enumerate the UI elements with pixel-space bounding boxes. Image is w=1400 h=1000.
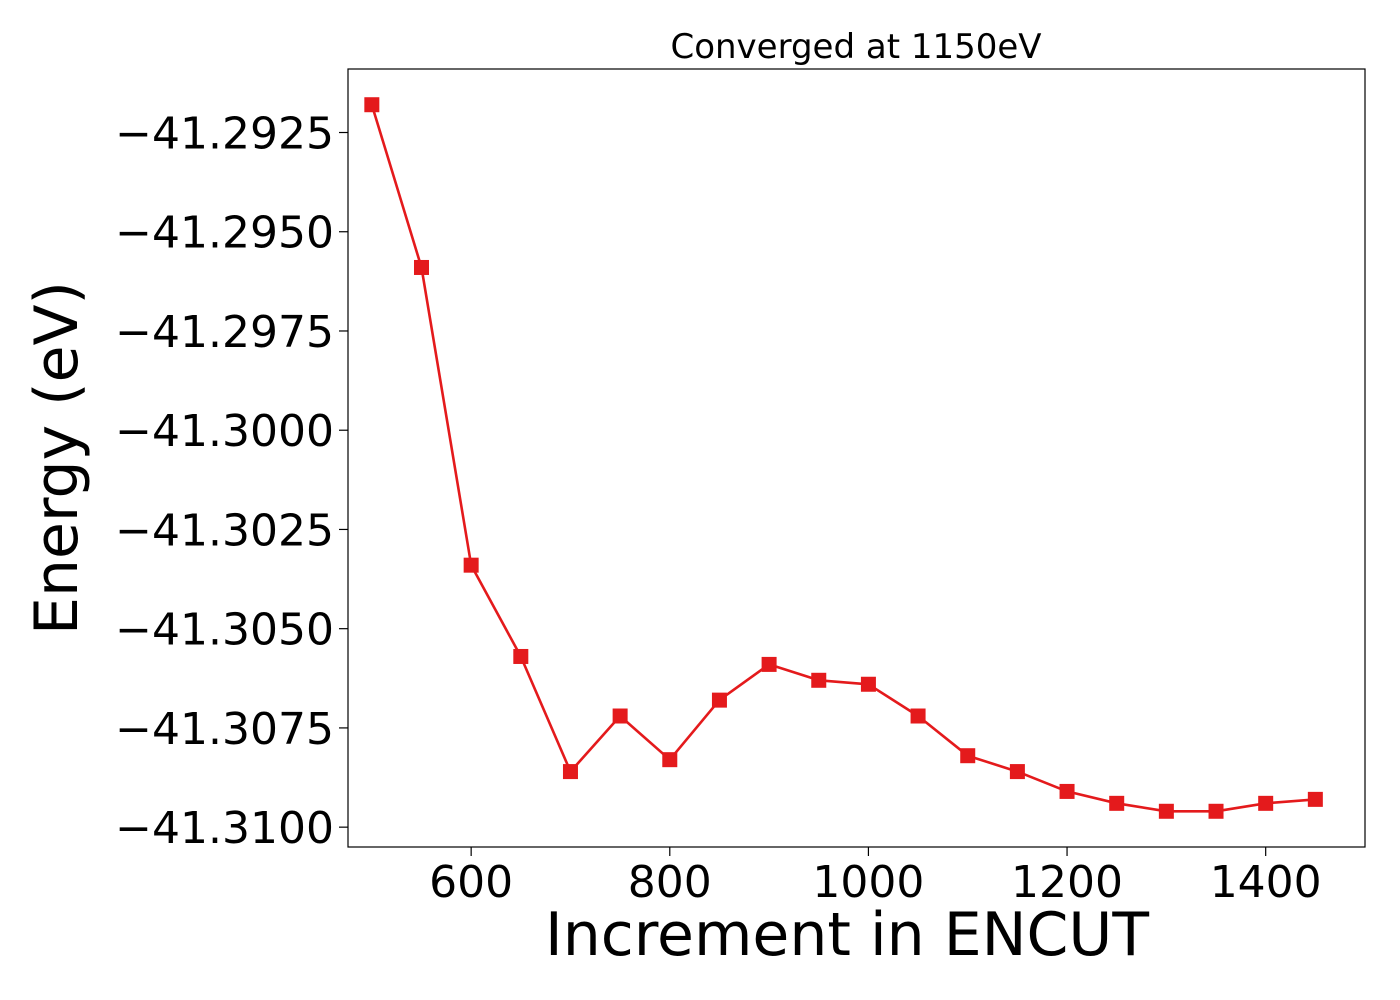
data-point-marker [960, 748, 976, 764]
x-axis-label: Increment in ENCUT [545, 900, 1149, 970]
data-point-marker [1158, 803, 1174, 819]
data-point-marker [1009, 764, 1025, 780]
data-point-marker [364, 97, 380, 113]
x-tick-label: 800 [628, 857, 712, 908]
y-tick-label: −41.2950 [115, 208, 334, 259]
chart-title: Converged at 1150eV [670, 27, 1041, 67]
data-point-marker [662, 752, 678, 768]
x-tick-label: 600 [429, 857, 513, 908]
data-point-marker [413, 259, 429, 275]
y-tick-label: −41.3000 [115, 406, 334, 457]
data-point-marker [1307, 791, 1323, 807]
y-axis-label: Energy (eV) [22, 281, 92, 635]
series-layer [364, 97, 1323, 819]
data-point-marker [1059, 783, 1075, 799]
y-tick-label: −41.3050 [115, 605, 334, 656]
y-tick-label: −41.3075 [115, 704, 334, 755]
data-point-marker [1258, 795, 1274, 811]
plot-frame [347, 68, 1366, 848]
data-point-marker [811, 672, 827, 688]
data-point-marker [910, 708, 926, 724]
data-point-marker [761, 656, 777, 672]
x-axis-ticks: 600 800 1000 1200 1400 [429, 847, 1322, 908]
y-axis-ticks: −41.2925 −41.2950 −41.2975 −41.3000 −41.3025… [115, 109, 348, 854]
y-tick-label: −41.3100 [115, 803, 334, 854]
data-point-marker [711, 692, 727, 708]
x-tick-label: 1200 [1011, 857, 1123, 908]
series-line [370, 104, 1316, 813]
x-tick-label: 1400 [1210, 857, 1322, 908]
data-point-marker [1208, 803, 1224, 819]
data-point-marker [463, 557, 479, 573]
y-tick-label: −41.2975 [115, 307, 334, 358]
data-point-marker [562, 764, 578, 780]
y-tick-label: −41.2925 [115, 109, 334, 160]
data-point-marker [1109, 795, 1125, 811]
data-point-marker [860, 676, 876, 692]
x-tick-label: 1000 [812, 857, 924, 908]
data-point-marker [612, 708, 628, 724]
data-point-marker [513, 648, 529, 664]
y-tick-label: −41.3025 [115, 505, 334, 556]
